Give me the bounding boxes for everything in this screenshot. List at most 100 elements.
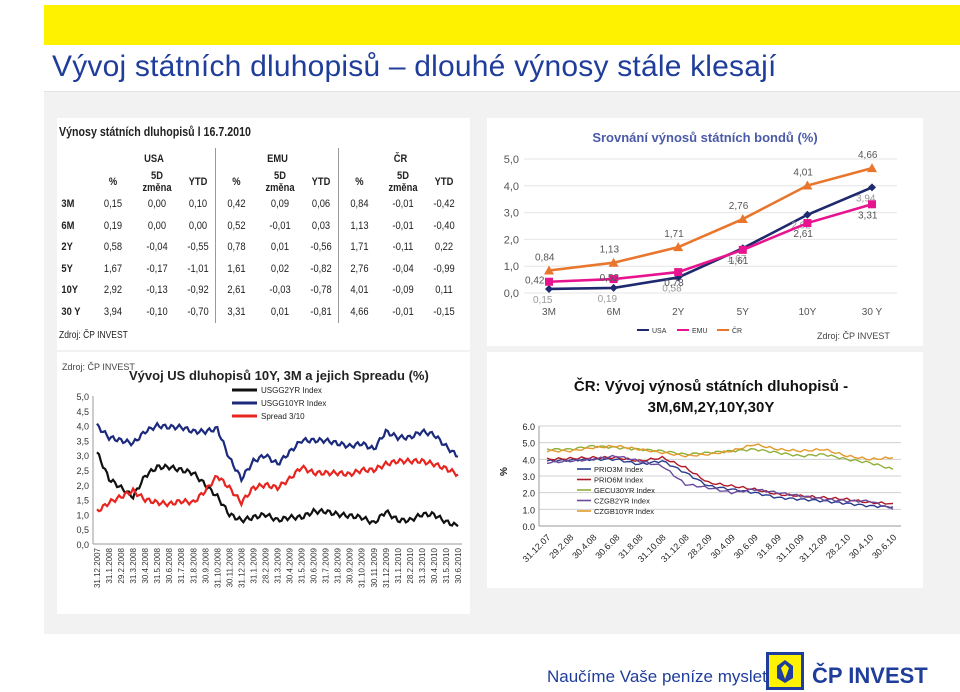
chart-title: ČR: Vývoj výnosů státních dluhopisů -: [574, 377, 848, 395]
x-tick-label: 6M: [607, 307, 621, 318]
table-column-header: %: [108, 175, 118, 188]
y-tick-label: 2,0: [76, 481, 89, 491]
x-tick-label: 31.12.2007: [93, 547, 102, 588]
table-header-row: % 5D změna YTD% 5D změna YTD% 5D změna YTD: [57, 169, 461, 194]
series-line-2: [546, 444, 894, 470]
table-row-label: 3M: [61, 198, 75, 211]
x-tick-label: 31.12.2008: [237, 547, 246, 588]
x-tick-label: 28.2.2010: [406, 547, 415, 583]
data-label: 1,61: [729, 256, 749, 267]
x-tick-label: 31.1.2008: [105, 547, 114, 583]
y-tick-label: 0,5: [76, 525, 89, 535]
table-row: 5Y 1,67 -0,17 -1,01 1,61 0,02 -0,82 2,76 -0,04 -0…: [57, 258, 461, 280]
table-column-header: %: [231, 175, 241, 188]
table-cell: 0,00: [183, 215, 214, 237]
table-cell: 0,02: [270, 262, 290, 275]
table-cell: -0,81: [306, 301, 337, 323]
data-point: [802, 180, 813, 190]
y-tick-label: 5.0: [522, 439, 535, 449]
table-cell: -0,04: [392, 262, 414, 275]
x-tick-label: 31.5.2009: [298, 547, 307, 583]
table-cell: -0,15: [433, 305, 455, 318]
table-cell: -0,92: [183, 279, 214, 301]
data-point: [608, 257, 619, 267]
x-tick-label: 31.7.2008: [177, 547, 186, 583]
y-tick-label: 1,0: [76, 510, 89, 520]
table-cell: 0,78: [226, 241, 246, 254]
table-cell: 0,15: [103, 198, 123, 211]
table-cell: 0,01: [270, 305, 290, 318]
table-column-header: %: [354, 175, 364, 188]
title-area: [44, 45, 960, 92]
data-point: [545, 277, 553, 286]
table-cell: 2,61: [226, 284, 246, 297]
table-cell: -0,82: [306, 258, 337, 280]
x-tick-label: 31.10.2008: [213, 547, 222, 588]
table-cell: 1,13: [349, 219, 369, 232]
legend-label: GECU30YR Index: [594, 486, 655, 495]
x-tick-label: 31.5.2008: [153, 547, 162, 583]
table-cell: 4,01: [349, 284, 369, 297]
legend-label: Spread 3/10: [261, 412, 305, 421]
data-label: 3,31: [858, 210, 878, 221]
series-line-usa: [548, 186, 873, 291]
y-tick-label: 4,0: [76, 422, 89, 432]
table-cell: -0,01: [269, 219, 291, 232]
table-column-header: 5D změna: [142, 169, 172, 194]
y-tick-label: 1,0: [504, 261, 519, 273]
series-line-2y: [96, 451, 459, 528]
y-tick-label: 5,0: [504, 154, 519, 166]
slide-title: Vývoj státních dluhopisů – dlouhé výnosy…: [52, 50, 777, 83]
table-cell: 0,58: [103, 241, 123, 254]
data-point: [738, 245, 747, 254]
x-tick-label: 30.4.2008: [141, 547, 150, 583]
yields-table-panel: Výnosy státních dluhopisů l 16.7.2010 US…: [57, 118, 470, 350]
table-cell: -0,17: [146, 262, 168, 275]
table-column-header: YTD: [306, 169, 337, 194]
chart-background: [57, 352, 470, 614]
table-cell: -0,01: [392, 305, 414, 318]
table-row-label: 6M: [61, 219, 75, 232]
table-group-header: USA: [102, 148, 207, 170]
data-label: 0,78: [664, 278, 684, 289]
x-tick-label: 30.11.2009: [370, 547, 379, 587]
yields-table: USA EMU ČR% 5D změna YTD% 5D změna YTD% 5D změn…: [57, 148, 461, 323]
table-group-header: EMU: [224, 148, 330, 170]
x-tick-label: 30.9.2009: [346, 547, 355, 583]
table-cell: 1,71: [349, 241, 369, 254]
table-row-label: 2Y: [61, 241, 73, 254]
table-cell: 0,10: [183, 193, 214, 215]
top-strip: [0, 0, 960, 4]
chart-source: Zdroj: ČP INVEST: [817, 331, 890, 341]
x-tick-label: 31.8.2008: [189, 547, 198, 583]
x-tick-label: 29.2.2008: [117, 547, 126, 583]
chart-source: Zdroj: ČP INVEST: [62, 362, 135, 372]
x-tick-label: 31.7.2009: [322, 547, 331, 583]
table-cell: 0,42: [226, 198, 246, 211]
data-label: 0,52: [600, 273, 620, 284]
table-group-row: USA EMU ČR: [57, 148, 461, 170]
table-cell: 0,00: [147, 198, 167, 211]
table-row-label: 10Y: [61, 284, 79, 297]
x-tick-label: 3M: [542, 307, 556, 318]
x-tick-label: 28.2.2009: [261, 547, 270, 583]
table-cell: 1,67: [103, 262, 123, 275]
legend-label: CZGB2YR Index: [594, 497, 650, 506]
x-tick-label: 31.1.2010: [394, 547, 403, 583]
table-row-label: 30 Y: [61, 305, 81, 318]
data-point: [803, 210, 812, 219]
table-cell: 2,76: [349, 262, 369, 275]
y-tick-label: 0.0: [522, 522, 535, 532]
data-point: [867, 163, 877, 173]
legend-label: PRIO3M Index: [594, 465, 643, 474]
legend-label: USA: [652, 328, 667, 335]
y-tick-label: 2,5: [76, 466, 89, 476]
table-cell: 0,22: [434, 241, 454, 254]
data-point: [545, 284, 553, 293]
table-cell: 0,84: [349, 198, 369, 211]
table-row: 30 Y 3,94 -0,10 -0,70 3,31 0,01 -0,81 4,66 -0,01…: [57, 301, 461, 323]
table-row: 6M 0,19 0,00 0,00 0,52 -0,01 0,03 1,13 -0,01 -0,4…: [57, 215, 461, 237]
brand-name: ČP INVEST: [812, 663, 928, 688]
table-title: Výnosy státních dluhopisů l 16.7.2010: [59, 124, 251, 139]
table-cell: 0,52: [226, 219, 246, 232]
